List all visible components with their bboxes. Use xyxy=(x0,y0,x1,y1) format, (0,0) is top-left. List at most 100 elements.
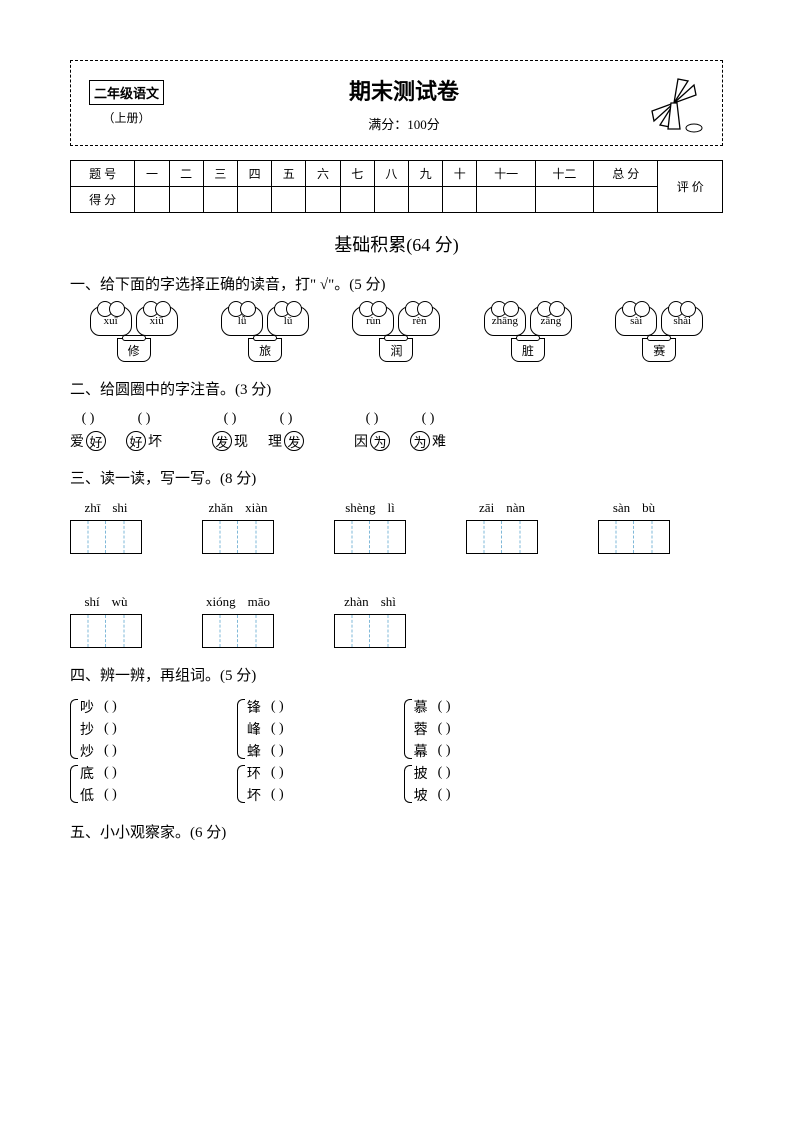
q4-row: 底( )低( ) 环( )坏( ) 披( )坡( ) xyxy=(70,763,723,805)
pinyin-label: zhǎnxiàn xyxy=(209,500,268,516)
cloud-pair: lǚlǔ旅 xyxy=(221,306,309,362)
word-compose-line[interactable]: 环( ) xyxy=(247,763,284,783)
pinyin-label: zhīshi xyxy=(84,500,127,516)
q2-item: ( )好坏 xyxy=(126,411,162,451)
q4-row: 吵( )抄( )炒( ) 锋( )峰( )蜂( ) 慕( )蓉( )幕( ) xyxy=(70,697,723,761)
write-item: zhīshi xyxy=(70,500,142,554)
brace-icon xyxy=(404,699,412,759)
q4-title: 四、辨一辨，再组词。(5 分) xyxy=(70,664,723,685)
q4-col: 底( )低( ) xyxy=(80,763,117,805)
score-header-row: 题 号 一 二 三 四 五 六 七 八 九 十 十一 十二 总 分 评 价 xyxy=(71,161,723,187)
write-item: zhǎnxiàn xyxy=(202,500,274,554)
character-writing-box[interactable] xyxy=(70,614,142,648)
character-writing-box[interactable] xyxy=(598,520,670,554)
q5-title: 五、小小观察家。(6 分) xyxy=(70,821,723,842)
write-item: zāinàn xyxy=(466,500,538,554)
exam-title: 期末测试卷 xyxy=(184,74,624,106)
write-item: zhànshì xyxy=(334,594,406,648)
score-label-points: 得 分 xyxy=(71,187,135,213)
header-box: 二年级语文 （上册） 期末测试卷 满分：100分 xyxy=(70,60,723,146)
word-compose-line[interactable]: 蜂( ) xyxy=(247,741,284,761)
q1-title: 一、给下面的字选择正确的读音，打" √"。(5 分) xyxy=(70,273,723,294)
score-table: 题 号 一 二 三 四 五 六 七 八 九 十 十一 十二 总 分 评 价 得 … xyxy=(70,160,723,213)
pinyin-blank[interactable]: ( ) xyxy=(280,411,293,427)
word-compose-line[interactable]: 幕( ) xyxy=(414,741,451,761)
pinyin-option[interactable]: shài xyxy=(661,306,703,336)
pinyin-option[interactable]: rùn xyxy=(352,306,394,336)
write-item: sànbù xyxy=(598,500,670,554)
cloud-pair: xuīxiū修 xyxy=(90,306,178,362)
q4-col: 披( )坡( ) xyxy=(414,763,451,805)
brace-icon xyxy=(237,699,245,759)
circled-char: 发 xyxy=(284,431,304,451)
word-compose-line[interactable]: 炒( ) xyxy=(80,741,117,761)
write-item: shènglì xyxy=(334,500,406,554)
pinyin-blank[interactable]: ( ) xyxy=(224,411,237,427)
circled-char: 好 xyxy=(126,431,146,451)
word-compose-line[interactable]: 坏( ) xyxy=(247,785,284,805)
character-jar: 赛 xyxy=(642,338,676,362)
pinyin-blank[interactable]: ( ) xyxy=(422,411,435,427)
pinyin-label: shíwù xyxy=(84,594,127,610)
pinyin-option[interactable]: rèn xyxy=(398,306,440,336)
word-compose-line[interactable]: 吵( ) xyxy=(80,697,117,717)
pinyin-label: zāinàn xyxy=(479,500,525,516)
q4-col: 锋( )峰( )蜂( ) xyxy=(247,697,284,761)
pinyin-option[interactable]: zāng xyxy=(530,306,572,336)
brace-icon xyxy=(237,765,245,803)
q2-item: ( )发现 xyxy=(212,411,248,451)
pinyin-option[interactable]: xiū xyxy=(136,306,178,336)
q2-item: ( )理发 xyxy=(268,411,304,451)
pinyin-label: zhànshì xyxy=(344,594,396,610)
pinyin-blank[interactable]: ( ) xyxy=(82,411,95,427)
word-compose-line[interactable]: 底( ) xyxy=(80,763,117,783)
word-compose-line[interactable]: 峰( ) xyxy=(247,719,284,739)
write-item: xióngmāo xyxy=(202,594,274,648)
word-compose-line[interactable]: 锋( ) xyxy=(247,697,284,717)
pinyin-option[interactable]: lǚ xyxy=(221,306,263,336)
pinyin-label: sànbù xyxy=(613,500,655,516)
character-writing-box[interactable] xyxy=(334,520,406,554)
character-writing-box[interactable] xyxy=(70,520,142,554)
q4-col: 慕( )蓉( )幕( ) xyxy=(414,697,451,761)
q3-title: 三、读一读，写一写。(8 分) xyxy=(70,467,723,488)
q3-grid: zhīshi zhǎnxiàn shènglì zāinàn sànbù shíwù xió… xyxy=(70,500,723,648)
q2-item: ( )为难 xyxy=(410,411,446,451)
score-value-row: 得 分 xyxy=(71,187,723,213)
header-center: 期末测试卷 满分：100分 xyxy=(184,74,624,133)
full-score: 满分：100分 xyxy=(184,114,624,133)
character-writing-box[interactable] xyxy=(334,614,406,648)
cloud-pair: zhāngzāng脏 xyxy=(484,306,572,362)
cloud-pair: sàishài赛 xyxy=(615,306,703,362)
word-compose-line[interactable]: 坡( ) xyxy=(414,785,451,805)
pinyin-option[interactable]: xuī xyxy=(90,306,132,336)
character-writing-box[interactable] xyxy=(466,520,538,554)
q2-group: ( )发现( )理发 xyxy=(212,411,304,451)
pinyin-option[interactable]: sài xyxy=(615,306,657,336)
pinyin-option[interactable]: zhāng xyxy=(484,306,526,336)
word-compose-line[interactable]: 蓉( ) xyxy=(414,719,451,739)
word-compose-line[interactable]: 慕( ) xyxy=(414,697,451,717)
circled-char: 发 xyxy=(212,431,232,451)
q2-group: ( )爱好( )好坏 xyxy=(70,411,162,451)
circled-char: 为 xyxy=(370,431,390,451)
character-writing-box[interactable] xyxy=(202,614,274,648)
pinyin-blank[interactable]: ( ) xyxy=(138,411,151,427)
brace-icon xyxy=(70,765,78,803)
pinyin-label: xióngmāo xyxy=(206,594,270,610)
volume-label: （上册） xyxy=(89,109,164,126)
word-compose-line[interactable]: 抄( ) xyxy=(80,719,117,739)
q2-item: ( )爱好 xyxy=(70,411,106,451)
pinyin-option[interactable]: lǔ xyxy=(267,306,309,336)
q4-container: 吵( )抄( )炒( )锋( )峰( )蜂( )慕( )蓉( )幕( )底( )… xyxy=(70,697,723,805)
character-jar: 脏 xyxy=(511,338,545,362)
grade-label: 二年级语文 xyxy=(89,80,164,105)
pinyin-label: shènglì xyxy=(345,500,395,516)
word-compose-line[interactable]: 低( ) xyxy=(80,785,117,805)
character-writing-box[interactable] xyxy=(202,520,274,554)
q4-col: 吵( )抄( )炒( ) xyxy=(80,697,117,761)
q2-group: ( )因为 ( )为难 xyxy=(354,411,446,451)
q2-item: ( )因为 xyxy=(354,411,390,451)
word-compose-line[interactable]: 披( ) xyxy=(414,763,451,783)
pinyin-blank[interactable]: ( ) xyxy=(366,411,379,427)
